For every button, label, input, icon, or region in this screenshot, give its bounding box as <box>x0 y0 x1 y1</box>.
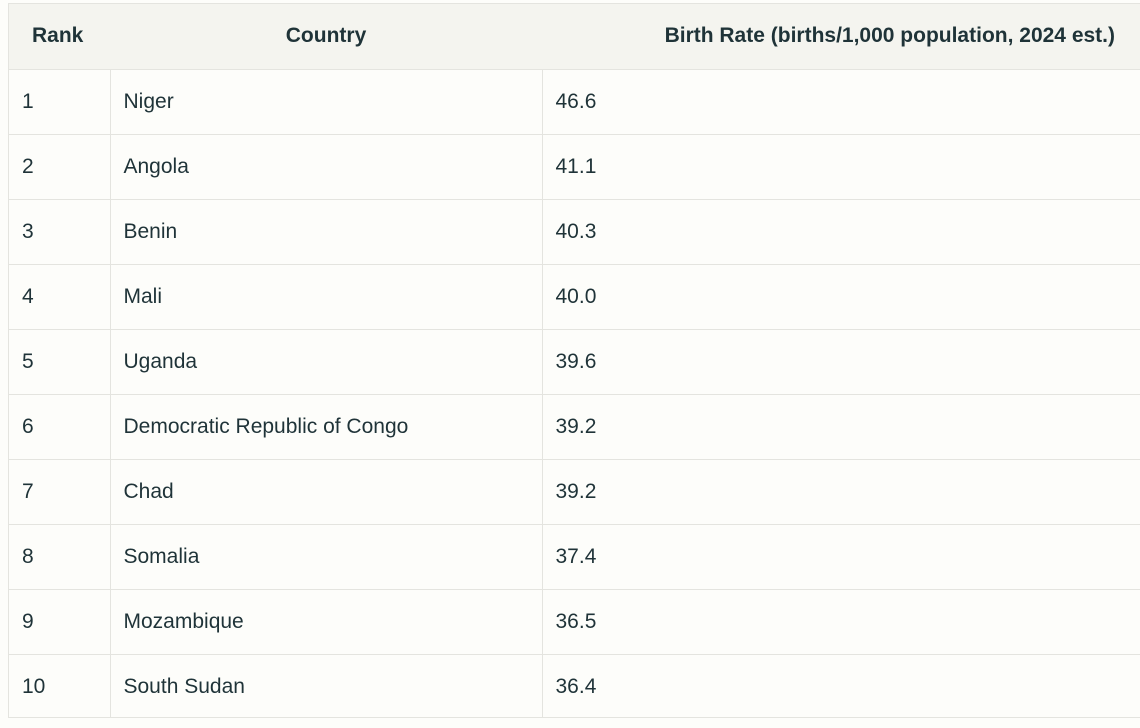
table-row: 4 Mali 40.0 <box>9 264 1140 330</box>
header-row: Rank Country Birth Rate (births/1,000 po… <box>9 4 1140 70</box>
cell-rank: 6 <box>9 394 110 460</box>
table-header: Rank Country Birth Rate (births/1,000 po… <box>9 4 1140 70</box>
header-country: Country <box>110 4 542 70</box>
cell-country: Chad <box>109 459 542 525</box>
table-row: 1 Niger 46.6 <box>9 69 1140 135</box>
header-birth-rate: Birth Rate (births/1,000 population, 202… <box>542 4 1140 70</box>
cell-country: South Sudan <box>109 654 542 717</box>
table-row: 5 Uganda 39.6 <box>9 329 1140 395</box>
cell-country: Somalia <box>109 524 542 590</box>
cell-rank: 4 <box>9 264 110 330</box>
cell-country: Democratic Republic of Congo <box>109 394 542 460</box>
cell-country: Mali <box>109 264 542 330</box>
cell-rank: 10 <box>22 674 46 698</box>
cell-birth-rate: 46.6 <box>541 69 1140 135</box>
birth-rate-table: Rank Country Birth Rate (births/1,000 po… <box>9 4 1140 717</box>
table-row: 3 Benin 40.3 <box>9 199 1140 265</box>
table-body: 1 Niger 46.6 2 Angola 41.1 3 Benin 40.3 … <box>9 69 1140 717</box>
cell-birth-rate: 36.5 <box>541 589 1140 655</box>
cell-rank: 3 <box>9 199 110 265</box>
header-rank: Rank <box>9 4 110 70</box>
cell-rank: 9 <box>9 589 110 655</box>
table-row: 6 Democratic Republic of Congo 39.2 <box>9 394 1140 460</box>
cell-rank: 5 <box>9 329 110 395</box>
table-row: 2 Angola 41.1 <box>9 134 1140 200</box>
cell-country: Niger <box>109 69 542 135</box>
table-row: 8 Somalia 37.4 <box>9 524 1140 590</box>
cell-country: Benin <box>109 199 542 265</box>
cell-country: Uganda <box>109 329 542 395</box>
birth-rate-table-container: Rank Country Birth Rate (births/1,000 po… <box>8 3 1140 718</box>
table-row: 7 Chad 39.2 <box>9 459 1140 525</box>
cell-rank: 7 <box>9 459 110 525</box>
cell-country: Mozambique <box>109 589 542 655</box>
cell-rank: 8 <box>9 524 110 590</box>
cell-birth-rate: 39.2 <box>541 394 1140 460</box>
cell-birth-rate: 37.4 <box>541 524 1140 590</box>
cell-birth-rate: 41.1 <box>541 134 1140 200</box>
table-row: 10 South Sudan 36.4 <box>9 654 1140 717</box>
cell-birth-rate: 39.6 <box>541 329 1140 395</box>
cell-birth-rate: 40.0 <box>541 264 1140 330</box>
cell-birth-rate: 39.2 <box>541 459 1140 525</box>
cell-rank: 2 <box>9 134 110 200</box>
cell-country: Angola <box>109 134 542 200</box>
cell-birth-rate: 40.3 <box>541 199 1140 265</box>
table-row: 9 Mozambique 36.5 <box>9 589 1140 655</box>
cell-rank: 1 <box>9 69 110 135</box>
cell-birth-rate: 36.4 <box>541 654 1140 717</box>
